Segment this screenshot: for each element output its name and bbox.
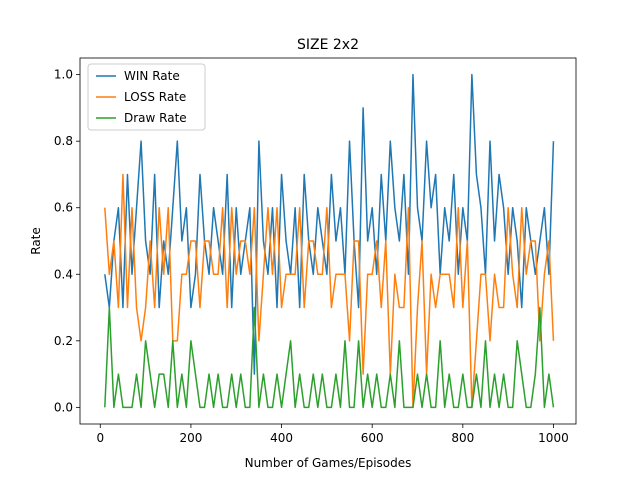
- y-axis-label: Rate: [29, 227, 43, 255]
- y-tick-label: 0.0: [54, 400, 73, 414]
- x-tick-label: 600: [361, 431, 384, 445]
- legend-label: LOSS Rate: [124, 90, 186, 104]
- series-line: [104, 173, 555, 409]
- x-tick-label: 400: [270, 431, 293, 445]
- x-tick-label: 0: [96, 431, 104, 445]
- series-line: [104, 73, 555, 375]
- x-tick-label: 800: [451, 431, 474, 445]
- y-tick-label: 0.2: [54, 334, 73, 348]
- legend-box: [87, 63, 206, 131]
- y-tick-label: 0.8: [54, 134, 73, 148]
- plot-frame: [79, 57, 577, 425]
- legend-label: Draw Rate: [124, 111, 187, 125]
- legend-label: WIN Rate: [124, 69, 180, 83]
- y-tick-label: 0.6: [54, 201, 73, 215]
- chart-title: SIZE 2x2: [297, 37, 359, 53]
- x-tick-label: 1000: [538, 431, 569, 445]
- x-tick-label: 200: [179, 431, 202, 445]
- y-tick-label: 1.0: [54, 68, 73, 82]
- y-tick-label: 0.4: [54, 267, 73, 281]
- series-line: [104, 306, 555, 409]
- x-axis-label: Number of Games/Episodes: [245, 456, 412, 470]
